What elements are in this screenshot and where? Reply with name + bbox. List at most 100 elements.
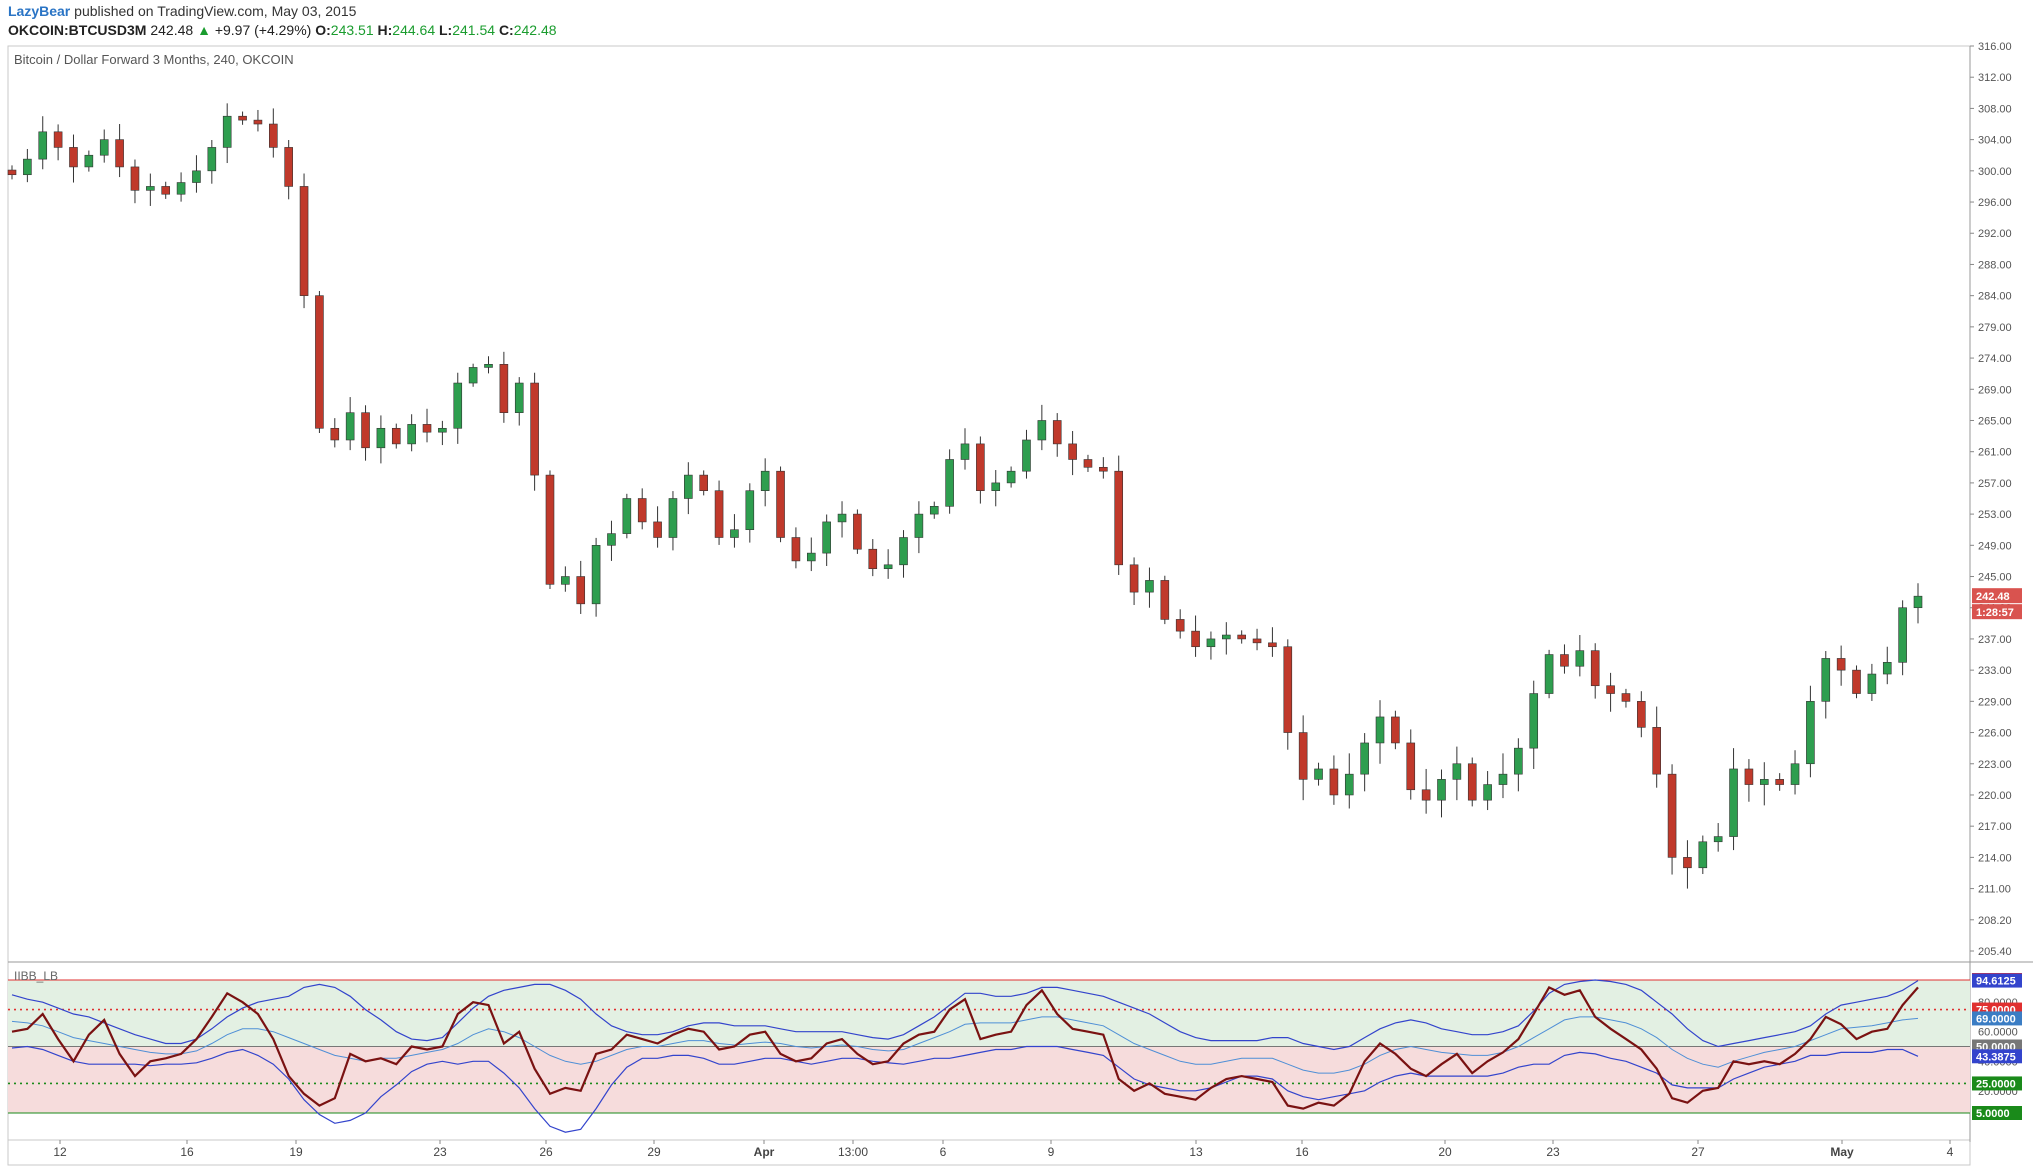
candle-body	[484, 364, 493, 368]
candle-body	[1698, 841, 1708, 869]
candle-body	[1775, 779, 1784, 785]
candle-body	[1882, 662, 1892, 675]
candle-body	[1206, 638, 1216, 648]
price-tick-label: 208.20	[1978, 915, 2012, 927]
time-axis[interactable]: 12 16 19 23 26 29 Apr 13:00 6 9 13 16 20 23 27 May 4	[53, 1140, 1954, 1159]
indicator-lines[interactable]	[11, 979, 1919, 1133]
time-tick-label: 16	[180, 1145, 194, 1159]
candle-body	[714, 490, 724, 538]
candle-body	[1252, 638, 1262, 644]
candle-body	[1867, 673, 1877, 694]
candle-body	[84, 154, 94, 168]
candle-body	[1483, 784, 1492, 801]
candle-body	[422, 424, 432, 433]
price-tick-label: 300.00	[1978, 166, 2012, 178]
price-tick-label: 249.00	[1978, 540, 2012, 552]
time-tick-label: 20	[1438, 1145, 1452, 1159]
price-tick-label: 296.00	[1978, 197, 2012, 209]
lower-band-line	[11, 1045, 1919, 1133]
publisher-user-link[interactable]: LazyBear	[8, 3, 71, 19]
level-badge	[1972, 1106, 2022, 1120]
price-tick-label: 214.00	[1978, 852, 2012, 864]
price-tick-label: 288.00	[1978, 259, 2012, 271]
candle-body	[1237, 634, 1246, 640]
iibb-line	[11, 985, 1919, 1110]
candle-body	[1406, 742, 1416, 791]
chart-frame	[7, 45, 2033, 1166]
candle-body	[776, 470, 785, 538]
symbol-quote-line: OKCOIN:BTCUSD3M 242.48 ▲ +9.97 (+4.29%) …	[8, 21, 557, 40]
price-tick-label: 261.00	[1978, 447, 2012, 459]
time-tick-label: 9	[1048, 1145, 1055, 1159]
candle-body	[1037, 420, 1047, 441]
candle-body	[1421, 789, 1431, 801]
candle-body	[745, 490, 755, 531]
price-axis[interactable]: 205.40 208.20 211.00 214.00 217.00 220.00 223.…	[1970, 41, 2022, 958]
price-tick-label: 265.00	[1978, 415, 2012, 427]
candle-body	[1022, 439, 1031, 472]
candle-body	[1099, 466, 1108, 472]
candle-body	[899, 537, 908, 566]
indicator-title[interactable]: IIBB_LB	[14, 969, 58, 983]
candle-body	[1283, 646, 1293, 733]
open-label: O:	[315, 22, 331, 38]
last-price-label: 242.48	[1976, 591, 2010, 603]
candle-body	[1759, 779, 1769, 785]
candle-body	[1006, 470, 1016, 484]
candle-body	[1375, 716, 1385, 744]
symbol-name[interactable]: OKCOIN:BTCUSD3M	[8, 22, 147, 38]
last-price: 242.48	[150, 22, 194, 38]
time-tick-label: 23	[1546, 1145, 1560, 1159]
price-tick-label: 226.00	[1978, 728, 2012, 740]
candle-body	[530, 382, 539, 476]
time-tick-label: 13	[1189, 1145, 1203, 1159]
candle-body	[1514, 747, 1523, 775]
candle-body	[868, 548, 878, 570]
candle-body	[1452, 763, 1462, 780]
candle-body	[591, 545, 601, 605]
indicator-axis[interactable]: 20.000040.000060.000080.000095.000075.00…	[1972, 973, 2022, 1120]
time-tick-label: 4	[1947, 1145, 1954, 1159]
candle-body	[991, 482, 1001, 491]
candle-body	[1360, 742, 1369, 775]
time-tick-label: May	[1830, 1145, 1854, 1159]
time-tick-label: 16	[1295, 1145, 1309, 1159]
price-tick-label: 233.00	[1978, 665, 2012, 677]
candle-body	[1222, 634, 1231, 640]
candle-body	[637, 498, 647, 523]
candle-body	[1683, 857, 1692, 869]
candle-body	[1083, 459, 1093, 468]
low-value: 241.54	[452, 22, 496, 38]
candle-body	[514, 382, 524, 413]
candle-body	[1114, 470, 1124, 566]
candle-body	[1052, 420, 1062, 445]
candle-body	[192, 170, 201, 183]
candle-body	[53, 131, 63, 148]
candle-body	[253, 119, 263, 125]
candle-body	[330, 427, 340, 441]
candle-body	[1498, 773, 1508, 785]
price-tick-label: 229.00	[1978, 696, 2012, 708]
candle-body	[822, 521, 831, 554]
price-tick-label: 237.00	[1978, 634, 2012, 646]
candle-body	[561, 576, 570, 585]
candle-body	[960, 443, 970, 460]
candle-body	[791, 537, 801, 562]
time-tick-label: 23	[433, 1145, 447, 1159]
high-value: 244.64	[392, 22, 436, 38]
candle-body	[146, 186, 155, 191]
price-tick-label: 205.40	[1978, 946, 2012, 958]
price-tick-label: 284.00	[1978, 291, 2012, 303]
time-tick-label: 26	[539, 1145, 553, 1159]
price-tick-label: 257.00	[1978, 478, 2012, 490]
level-badge	[1972, 1076, 2022, 1091]
candle-body	[929, 506, 939, 515]
low-label: L:	[439, 22, 453, 38]
candle-body	[1744, 768, 1754, 785]
price-tick-label: 223.00	[1978, 759, 2012, 771]
candle-body	[945, 459, 954, 507]
candle-body	[176, 182, 186, 195]
candlestick-series[interactable]	[7, 103, 1923, 889]
price-change: +9.97 (+4.29%)	[214, 22, 312, 38]
